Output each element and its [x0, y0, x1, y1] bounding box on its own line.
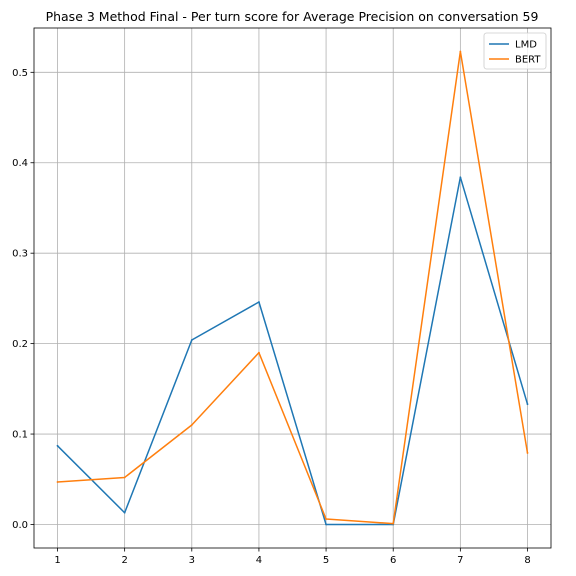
data-point-bert	[325, 518, 327, 520]
data-point-bert	[123, 476, 126, 479]
legend-box	[483, 32, 547, 70]
y-tick-label: 0.5	[12, 68, 28, 79]
data-point-lmd	[258, 301, 260, 303]
series-line-bert	[57, 50, 529, 525]
x-tick-label: 1	[54, 555, 60, 566]
plot-frame	[33, 27, 552, 549]
x-tick-label: 3	[189, 555, 195, 566]
axes-layer: 1 2 3 4 5 6 7 8 0.0 0.1 0.2 0.3 0.4 0.5	[12, 27, 552, 566]
data-point-lmd	[123, 511, 126, 514]
y-tick-label: 0.4	[12, 158, 28, 169]
y-tick-label: 0.2	[12, 339, 28, 350]
x-tick-label: 6	[390, 555, 396, 566]
y-tick-label: 0.0	[12, 520, 28, 531]
chart-title: Phase 3 Method Final - Per turn score fo…	[46, 9, 539, 24]
data-point-lmd	[526, 403, 529, 406]
legend-label-lmd: LMD	[515, 40, 537, 51]
series-layer	[56, 50, 529, 526]
data-point-bert	[526, 452, 529, 454]
y-tick-label: 0.3	[12, 249, 28, 260]
series-line-lmd	[56, 176, 529, 526]
data-point-bert	[190, 424, 193, 426]
data-point-bert	[459, 50, 462, 53]
x-tick-label: 2	[121, 555, 127, 566]
x-tick-label: 5	[323, 555, 329, 566]
data-point-lmd	[190, 339, 193, 341]
data-point-lmd	[459, 176, 462, 179]
grid-layer	[34, 28, 551, 548]
x-tick-label: 7	[457, 555, 463, 566]
data-point-lmd	[56, 444, 59, 447]
data-point-bert	[392, 522, 395, 525]
data-point-lmd	[325, 523, 327, 526]
legend: LMD BERT	[483, 32, 547, 70]
y-tick-label: 0.1	[12, 430, 28, 441]
x-tick-label: 8	[524, 555, 530, 566]
data-point-bert	[56, 481, 59, 483]
legend-label-bert: BERT	[515, 55, 541, 66]
data-point-bert	[258, 351, 260, 354]
x-tick-label: 4	[256, 555, 262, 566]
